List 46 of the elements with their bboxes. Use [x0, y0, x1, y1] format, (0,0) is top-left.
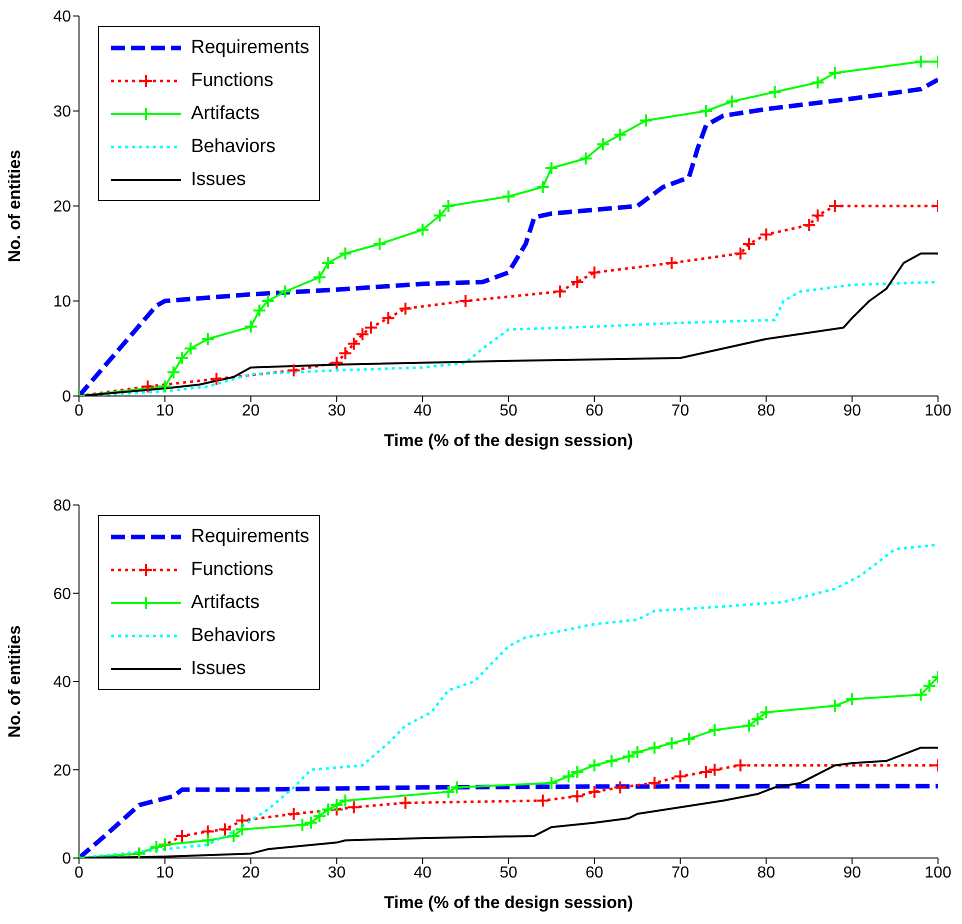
legend-label: Behaviors: [191, 136, 276, 158]
x-tick-label: 30: [328, 864, 346, 882]
x-tick-label: 60: [586, 402, 604, 420]
x-axis-title: Time (% of the design session): [384, 431, 634, 450]
y-tick-label: 10: [53, 294, 72, 311]
legend-label: Requirements: [191, 526, 310, 548]
y-tick-label: 30: [53, 104, 72, 121]
x-tick-label: 80: [757, 864, 776, 882]
x-tick-label: 50: [500, 402, 518, 420]
legend-label: Behaviors: [191, 624, 276, 646]
x-tick-label: 70: [671, 402, 690, 420]
x-tick-label: 0: [74, 402, 84, 420]
legend-label: Artifacts: [191, 592, 260, 614]
x-tick-label: 20: [242, 402, 260, 420]
x-tick-label: 10: [156, 864, 174, 882]
x-tick-label: 0: [74, 864, 84, 882]
x-tick-label: 10: [156, 402, 174, 420]
x-tick-label: 100: [924, 864, 952, 882]
x-tick-label: 90: [843, 864, 862, 882]
x-axis-title: Time (% of the design session): [384, 893, 634, 912]
y-tick-label: 0: [62, 388, 72, 406]
legend-label: Issues: [191, 658, 246, 680]
legend-label: Functions: [191, 558, 274, 580]
y-tick-label: 20: [53, 762, 72, 780]
y-tick-label: 20: [53, 198, 72, 216]
y-tick-label: 40: [53, 8, 72, 26]
x-tick-label: 70: [671, 864, 690, 882]
x-tick-label: 30: [328, 402, 346, 420]
legend-label: Functions: [191, 70, 274, 92]
legend-label: Requirements: [191, 36, 310, 58]
x-tick-label: 40: [414, 864, 432, 882]
x-tick-label: 80: [757, 402, 776, 420]
y-tick-label: 80: [53, 498, 72, 515]
y-axis-title: No. of entities: [5, 150, 24, 262]
y-tick-label: 60: [53, 586, 72, 603]
y-tick-label: 0: [62, 850, 72, 868]
legend-label: Issues: [191, 168, 246, 190]
x-tick-label: 90: [843, 402, 862, 420]
x-tick-label: 20: [242, 864, 260, 882]
x-tick-label: 60: [586, 864, 604, 882]
y-tick-label: 40: [53, 674, 72, 692]
x-tick-label: 40: [414, 402, 432, 420]
legend-label: Artifacts: [191, 102, 260, 124]
y-axis-title: No. of entities: [5, 625, 24, 738]
x-tick-label: 100: [924, 402, 952, 420]
x-tick-label: 50: [500, 864, 518, 882]
